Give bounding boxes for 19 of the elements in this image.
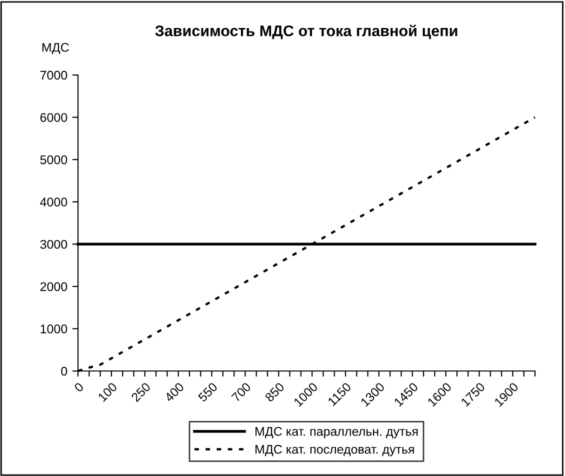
- x-tick-label: 0: [74, 382, 84, 392]
- y-tick-label: 7000: [40, 70, 68, 80]
- y-tick-label: 2000: [40, 282, 68, 292]
- x-tick-label: 700: [231, 382, 252, 402]
- chart-title: Зависимость МДС от тока главной цепи: [155, 24, 458, 40]
- y-tick-label: 1000: [40, 324, 68, 334]
- y-axis-title: МДС: [42, 42, 69, 54]
- legend-label: МДС кат. последоват. дутья: [256, 444, 414, 456]
- x-tick-label: 850: [264, 382, 285, 402]
- x-tick-label: 250: [130, 382, 152, 402]
- y-tick-label: 0: [61, 366, 68, 376]
- x-tick-label: 100: [98, 382, 118, 402]
- y-tick-label: 5000: [40, 155, 68, 164]
- y-tick-label: 3000: [40, 240, 68, 249]
- x-tick-label: 400: [164, 382, 184, 402]
- y-tick-label: 6000: [40, 113, 68, 122]
- y-tick-label: 4000: [40, 198, 68, 207]
- legend-label: МДС кат. параллельн. дутья: [256, 426, 418, 438]
- x-tick-label: 550: [198, 382, 218, 402]
